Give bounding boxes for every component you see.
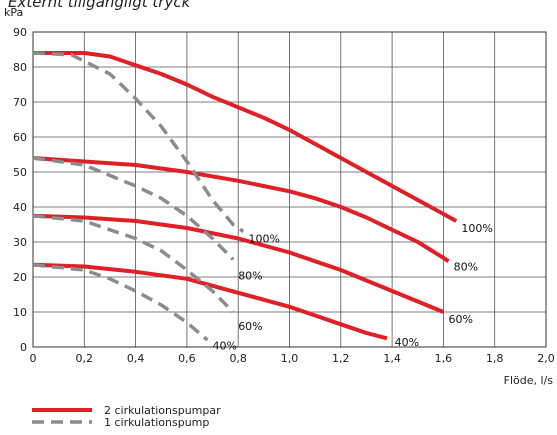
- y-tick-label: 50: [13, 166, 27, 179]
- x-tick-label: 0,4: [127, 352, 145, 365]
- y-tick-labels: 0 10 20 30 40 50 60 70 80 90: [13, 26, 27, 354]
- series-layer: [32, 51, 458, 342]
- series-line-2-pumps-80: [32, 156, 450, 263]
- percent-label: 40%: [213, 339, 237, 352]
- percent-label: 80%: [454, 261, 478, 274]
- series-line-2-pumps-100: [33, 51, 458, 223]
- y-tick-label: 80: [13, 61, 27, 74]
- series-line-1-pump-60: [32, 214, 235, 314]
- x-tick-label: 0,8: [229, 352, 247, 365]
- y-tick-label: 70: [13, 96, 27, 109]
- x-tick-label: 1,4: [383, 352, 401, 365]
- x-tick-label: 1,6: [435, 352, 453, 365]
- series-line-1-pump-80: [32, 156, 235, 261]
- series-line-2-pumps-60: [32, 213, 445, 314]
- percent-label: 100%: [461, 222, 492, 235]
- x-tick-label: 0,2: [76, 352, 94, 365]
- chart-title: Externt tillgängligt tryck: [8, 0, 191, 11]
- y-tick-label: 60: [13, 131, 27, 144]
- y-tick-label: 20: [13, 271, 27, 284]
- percent-label: 80%: [238, 269, 262, 282]
- x-axis-label: Flöde, l/s: [504, 374, 554, 387]
- x-tick-label: 0: [30, 352, 37, 365]
- y-tick-label: 10: [13, 306, 27, 319]
- series-line-2-pumps-40: [32, 262, 388, 341]
- y-tick-label: 90: [13, 26, 27, 39]
- series-line-1-pump-100: [32, 51, 245, 233]
- percent-label: 60%: [238, 320, 262, 333]
- percent-labels: 100%80%60%40%100%80%60%40%: [213, 222, 493, 352]
- x-tick-label: 1,0: [281, 352, 299, 365]
- percent-label: 100%: [248, 233, 279, 246]
- legend-label: 2 cirkulationspumpar: [104, 404, 221, 417]
- legend-label: 1 cirkulationspump: [104, 416, 209, 429]
- x-tick-labels: 0 0,2 0,4 0,6 0,8 1,0 1,2 1,4 1,6 1,8 2,0: [30, 352, 555, 365]
- y-tick-label: 0: [20, 341, 27, 354]
- x-tick-label: 1,8: [486, 352, 504, 365]
- x-tick-label: 2,0: [537, 352, 555, 365]
- y-tick-label: 30: [13, 236, 27, 249]
- y-tick-label: 40: [13, 201, 27, 214]
- percent-label: 60%: [449, 313, 473, 326]
- x-tick-label: 0,6: [178, 352, 196, 365]
- x-tick-label: 1,2: [332, 352, 350, 365]
- percent-label: 40%: [395, 336, 419, 349]
- y-axis-label: kPa: [4, 6, 23, 19]
- plot-frame: [32, 31, 547, 348]
